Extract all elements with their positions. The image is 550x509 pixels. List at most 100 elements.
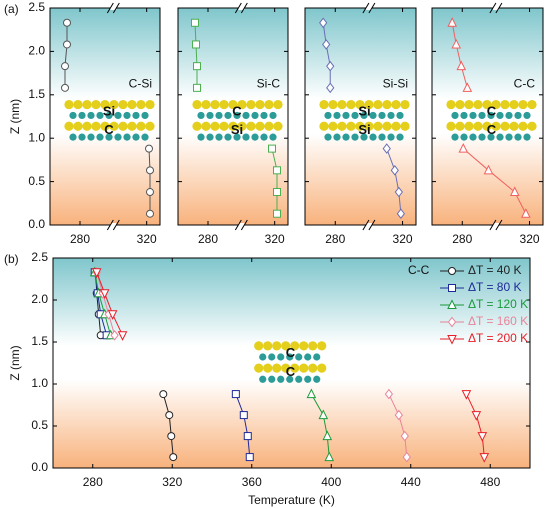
x-tick-label: 320 (162, 475, 182, 489)
y-tick-label: 0.5 (28, 174, 45, 188)
atom (333, 111, 341, 120)
marker (479, 453, 490, 463)
axis-break (362, 2, 370, 14)
atom (210, 99, 220, 110)
y-tick-label: 2.0 (28, 44, 45, 58)
atom (132, 111, 140, 120)
legend-label: ΔT = 200 K (468, 331, 528, 345)
x-tick-label: 320 (520, 232, 540, 246)
atom (373, 121, 383, 131)
marker (322, 39, 331, 50)
marker (394, 186, 403, 198)
atom (523, 111, 531, 120)
atom (478, 133, 486, 141)
atom (281, 341, 291, 351)
atom (272, 341, 282, 351)
atom (272, 363, 282, 373)
atom (259, 353, 267, 361)
atom (114, 111, 122, 120)
marker (146, 209, 154, 218)
atom (105, 111, 113, 120)
atom (360, 133, 368, 141)
plot-frame (177, 7, 289, 226)
axis-break (106, 219, 114, 231)
marker (193, 83, 201, 92)
atom (259, 375, 267, 383)
marker (396, 208, 405, 220)
atom (123, 133, 131, 141)
atom (460, 111, 468, 120)
x-tick-label: 280 (452, 232, 472, 246)
layer-label: Si (103, 104, 115, 119)
marker (63, 40, 71, 49)
layer-label: C (104, 122, 114, 137)
atom (500, 99, 510, 110)
atom (105, 133, 113, 141)
marker (99, 289, 110, 299)
marker (146, 188, 154, 197)
atom (237, 121, 247, 131)
atom (254, 363, 264, 373)
atom (455, 121, 465, 131)
atom (455, 99, 465, 110)
marker (483, 164, 494, 175)
legend-marker (447, 316, 457, 328)
atom (304, 375, 312, 383)
atom (342, 111, 350, 120)
atom (251, 133, 259, 141)
atom (100, 121, 110, 131)
x-axis-title: Temperature (K) (248, 493, 335, 507)
atom (246, 121, 256, 131)
atom (505, 133, 513, 141)
annotation: C-C (408, 263, 430, 277)
series-line (94, 272, 330, 458)
atom (136, 121, 146, 131)
atom (290, 341, 300, 351)
x-tick-label: 320 (393, 232, 413, 246)
atom (123, 111, 131, 120)
atom (313, 353, 321, 361)
atom (91, 99, 101, 110)
atom (118, 121, 128, 131)
marker (63, 18, 71, 27)
atom (514, 111, 522, 120)
y-axis-title: Z (nm) (8, 99, 22, 134)
marker (394, 409, 403, 421)
atom (496, 133, 504, 141)
y-tick-label: 0.0 (28, 217, 45, 231)
panel-label: (b) (4, 252, 19, 266)
y-tick-label: 0.0 (31, 460, 48, 474)
atom (369, 133, 377, 141)
series-line (451, 22, 527, 214)
atom (215, 111, 223, 120)
atom (260, 133, 268, 141)
atom (351, 111, 359, 120)
atom (400, 99, 410, 110)
annotation: C-Si (129, 77, 152, 91)
atom (69, 133, 77, 141)
marker (471, 411, 482, 421)
atom (487, 111, 495, 120)
atom (313, 375, 321, 383)
atom (269, 111, 277, 120)
atom (255, 99, 265, 110)
y-tick-label: 2.5 (31, 250, 48, 264)
marker (165, 411, 174, 420)
atom (224, 111, 232, 120)
atom (78, 111, 86, 120)
atom (263, 341, 273, 351)
atom (141, 133, 149, 141)
atom (145, 121, 155, 131)
atom (469, 111, 477, 120)
atom (364, 99, 374, 110)
series-line (194, 22, 278, 214)
panel-label: (a) (4, 2, 19, 16)
y-tick-label: 1.5 (28, 87, 45, 101)
atom (91, 121, 101, 131)
atom-slab: CC (254, 341, 327, 383)
axis-break-gap (110, 6, 117, 10)
marker (273, 188, 281, 197)
marker (462, 82, 473, 92)
x-tick-label: 320 (137, 232, 157, 246)
series-line (96, 272, 408, 458)
